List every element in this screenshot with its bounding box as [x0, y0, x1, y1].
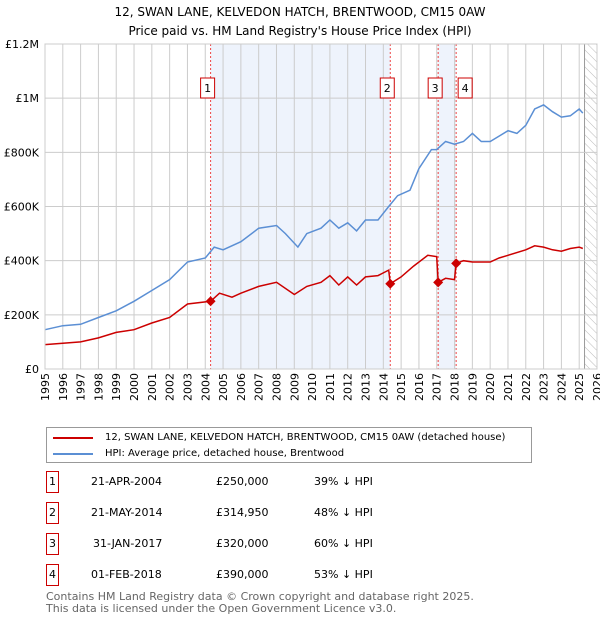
x-tick-label: 2022	[520, 373, 533, 401]
x-tick-label: 2014	[377, 373, 390, 401]
legend-item-property: 12, SWAN LANE, KELVEDON HATCH, BRENTWOOD…	[53, 432, 505, 444]
sale-hpi-diff: 48% ↓ HPI	[314, 506, 373, 519]
sale-label: 4	[462, 82, 469, 95]
sale-label-box	[379, 77, 395, 99]
sale-label: 1	[204, 82, 211, 95]
sale-point	[451, 258, 462, 269]
sale-date: 01-FEB-2018	[91, 568, 162, 581]
x-tick-label: 2019	[466, 373, 479, 401]
x-tick-label: 2005	[217, 373, 230, 401]
x-tick-label: 1998	[92, 373, 105, 401]
table-row: 2 21-MAY-2014 £314,950 48% ↓ HPI	[46, 502, 446, 524]
sale-label: 3	[432, 82, 439, 95]
footer: Contains HM Land Registry data © Crown c…	[46, 591, 474, 615]
sale-hpi-diff: 60% ↓ HPI	[314, 537, 373, 550]
x-tick-label: 2010	[306, 373, 319, 401]
y-tick-label: £600K	[4, 201, 40, 214]
x-tick-label: 2011	[324, 373, 337, 401]
y-tick-label: £200K	[4, 309, 40, 322]
price-chart: 12, SWAN LANE, KELVEDON HATCH, BRENTWOOD…	[4, 5, 600, 401]
x-tick-label: 2025	[573, 373, 586, 401]
table-row: 3 31-JAN-2017 £320,000 60% ↓ HPI	[46, 533, 446, 555]
x-tick-label: 2012	[342, 373, 355, 401]
sale-price: £250,000	[216, 475, 269, 488]
plot-border	[44, 43, 598, 370]
sale-price: £314,950	[216, 506, 269, 519]
sale-hpi-diff: 39% ↓ HPI	[314, 475, 373, 488]
sale-number: 1	[46, 471, 59, 493]
x-tick-label: 2016	[413, 373, 426, 401]
x-tick-label: 2007	[253, 373, 266, 401]
x-tick-label: 2024	[555, 373, 568, 401]
sale-date: 21-APR-2004	[91, 475, 163, 488]
x-tick-label: 2004	[199, 373, 212, 401]
sale-label-box	[457, 77, 473, 99]
sale-label-box	[200, 77, 216, 99]
series-line	[44, 104, 584, 331]
x-tick-label: 2018	[449, 373, 462, 401]
y-tick-label: £1M	[16, 92, 40, 105]
sale-point	[385, 278, 396, 289]
x-tick-label: 2000	[128, 373, 141, 401]
chart-title: 12, SWAN LANE, KELVEDON HATCH, BRENTWOOD…	[114, 5, 485, 19]
y-tick-label: £1.2M	[5, 38, 39, 51]
sale-label: 2	[384, 82, 391, 95]
sale-number: 4	[46, 564, 59, 586]
legend: 12, SWAN LANE, KELVEDON HATCH, BRENTWOOD…	[46, 427, 532, 463]
y-tick-label: £400K	[4, 255, 40, 268]
y-tick-label: £800K	[4, 146, 40, 159]
legend-item-hpi: HPI: Average price, detached house, Bren…	[53, 448, 344, 460]
table-row: 1 21-APR-2004 £250,000 39% ↓ HPI	[46, 471, 446, 493]
footer-licence: This data is licensed under the Open Gov…	[46, 602, 397, 615]
x-tick-label: 2013	[360, 373, 373, 401]
x-tick-label: 2023	[538, 373, 551, 401]
table-row: 4 01-FEB-2018 £390,000 53% ↓ HPI	[46, 564, 446, 586]
x-tick-label: 2021	[502, 373, 515, 401]
x-tick-label: 1999	[110, 373, 123, 401]
x-tick-label: 1996	[57, 373, 70, 401]
sale-date: 21-MAY-2014	[91, 506, 163, 519]
sale-label-box	[427, 77, 443, 99]
x-tick-label: 2002	[164, 373, 177, 401]
x-tick-label: 2001	[146, 373, 159, 401]
series-line	[44, 245, 584, 346]
legend-swatch-red	[53, 437, 93, 439]
footer-copyright: Contains HM Land Registry data © Crown c…	[46, 590, 474, 603]
legend-label: HPI: Average price, detached house, Bren…	[105, 448, 345, 459]
sale-hpi-diff: 53% ↓ HPI	[314, 568, 373, 581]
sale-point	[433, 277, 444, 288]
x-tick-label: 2015	[395, 373, 408, 401]
x-tick-label: 2008	[270, 373, 283, 401]
x-tick-label: 2003	[181, 373, 194, 401]
x-tick-label: 1995	[39, 373, 52, 401]
legend-swatch-blue	[53, 453, 93, 455]
sale-point	[205, 296, 216, 307]
chart-subtitle: Price paid vs. HM Land Registry's House …	[128, 24, 471, 38]
sale-number: 2	[46, 502, 59, 524]
sale-number: 3	[46, 533, 59, 555]
sale-date: 31-JAN-2017	[93, 537, 163, 550]
x-tick-label: 1997	[75, 373, 88, 401]
y-tick-label: £0	[25, 363, 39, 376]
x-tick-label: 2006	[235, 373, 248, 401]
x-tick-label: 2026	[591, 373, 600, 401]
x-tick-label: 2017	[431, 373, 444, 401]
sale-price: £390,000	[216, 568, 269, 581]
x-tick-label: 2020	[484, 373, 497, 401]
sale-price: £320,000	[216, 537, 269, 550]
legend-label: 12, SWAN LANE, KELVEDON HATCH, BRENTWOOD…	[105, 432, 506, 443]
x-tick-label: 2009	[288, 373, 301, 401]
